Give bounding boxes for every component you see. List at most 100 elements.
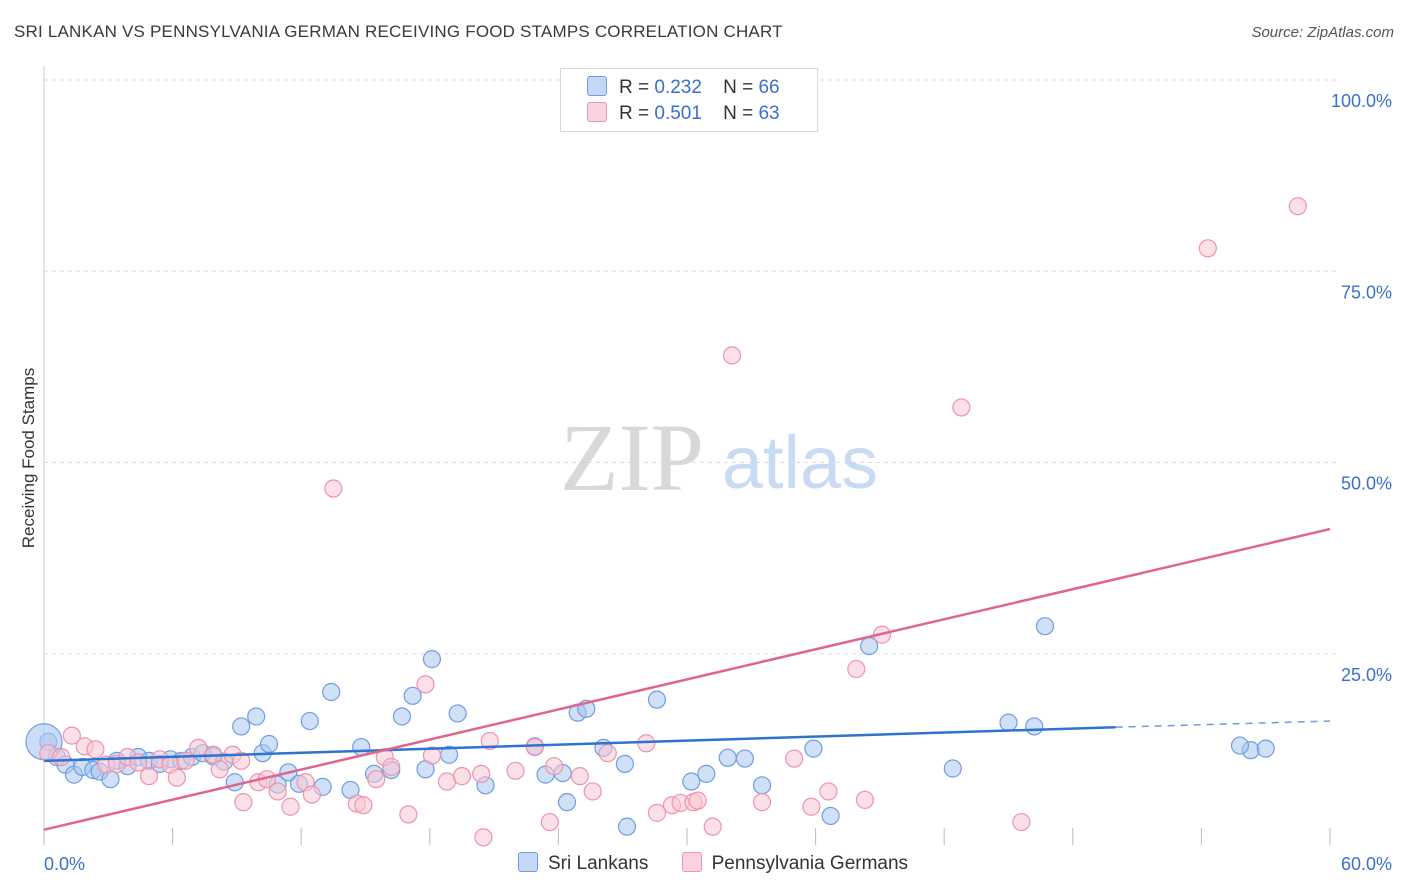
pennsylvania-german-point [474, 828, 493, 847]
legend-n-label: N = [723, 77, 754, 98]
legend-r-value: 0.501 [654, 103, 702, 124]
sri-lankan-point [718, 748, 737, 767]
sri-lankan-point [617, 817, 637, 836]
pennsylvania-german-point [819, 782, 838, 801]
x-tick-label: 0.0% [44, 854, 85, 874]
legend-row-sri-lankans: R = 0.232 N = 66 [587, 76, 780, 100]
pennsylvania-german-point [570, 767, 589, 786]
legend-swatch-blue [587, 76, 607, 96]
bottom-legend-pennsylvania-germans: Pennsylvania Germans [681, 852, 909, 875]
pennsylvania-german-point [752, 793, 772, 812]
bottom-legend: Sri Lankans Pennsylvania Germans [518, 852, 936, 875]
pennsylvania-german-point [598, 744, 617, 763]
legend-swatch-pink [587, 102, 607, 122]
pennsylvania-german-point [268, 782, 287, 801]
pennsylvania-german-point [545, 757, 564, 776]
pennsylvania-german-point [129, 753, 148, 772]
grid-lines [44, 79, 1338, 655]
sri-lankan-point [1230, 736, 1250, 755]
pennsylvania-german-point [62, 726, 81, 745]
pennsylvania-german-point [86, 740, 105, 759]
pennsylvania-german-point [189, 738, 208, 757]
sri-lankan-point [557, 793, 577, 812]
sri-lankan-trend-line [43, 725, 1116, 763]
pennsylvania-german-point [234, 793, 253, 812]
pennsylvania-german-point [452, 767, 472, 786]
pennsylvania-german-point [139, 767, 159, 786]
pennsylvania-german-point [540, 812, 559, 832]
sri-lankan-point [232, 717, 251, 736]
legend-r-value: 0.232 [654, 77, 702, 98]
legend-n-value: 66 [758, 77, 780, 98]
trend-lines [43, 527, 1331, 831]
tick-labels: 25.0% 50.0% 75.0% 100.0% 0.0% 60.0% [44, 91, 1392, 874]
pennsylvania-german-point [647, 803, 667, 822]
pennsylvania-german-point [785, 749, 804, 768]
sri-lankan-point [392, 707, 412, 726]
pennsylvania-german-point [176, 751, 195, 770]
sri-lankan-point [682, 772, 701, 791]
pennsylvania-german-point [281, 797, 300, 816]
sri-lankan-point [247, 707, 266, 726]
pennsylvania-german-point [688, 791, 707, 810]
bottom-legend-label: Pennsylvania Germans [711, 853, 909, 874]
pennsylvania-german-point [722, 346, 742, 365]
watermark-atlas: atlas [722, 421, 878, 504]
pennsylvania-german-point [802, 797, 821, 816]
chart-source: Source: ZipAtlas.com [1251, 24, 1394, 41]
sri-lankan-point [697, 764, 716, 783]
sri-lankan-trend-line-extension [1115, 720, 1331, 728]
sri-lankan-point [804, 739, 823, 758]
pennsylvania-german-point [1198, 239, 1217, 258]
pennsylvania-german-point [583, 782, 602, 801]
legend-n-value: 63 [758, 103, 780, 124]
pennsylvania-german-point [855, 790, 874, 809]
pennsylvania-german-point [480, 731, 499, 751]
legend-row-pennsylvania-germans: R = 0.501 N = 63 [587, 102, 780, 126]
sri-lankan-point [821, 806, 840, 826]
axes [43, 66, 1331, 845]
pennsylvania-german-point [506, 761, 525, 780]
legend-n-label: N = [723, 103, 754, 124]
pennsylvania-german-point [703, 817, 722, 836]
legend-r-label: R = [619, 77, 650, 98]
watermark-zip: ZIP [560, 404, 704, 511]
x-tick-label: 60.0% [1341, 854, 1392, 874]
pennsylvania-german-point [232, 751, 251, 770]
sri-lankan-point [300, 711, 319, 731]
watermark: ZIP atlas [560, 404, 878, 511]
chart-title: SRI LANKAN VS PENNSYLVANIA GERMAN RECEIV… [14, 22, 783, 41]
sri-lankan-point [615, 754, 634, 774]
bottom-legend-label: Sri Lankans [548, 853, 649, 874]
y-tick-label: 50.0% [1341, 474, 1392, 494]
legend-box: R = 0.232 N = 66 R = 0.501 N = 63 [560, 68, 818, 132]
pennsylvania-german-trend-line [43, 527, 1331, 831]
pennsylvania-german-point [847, 659, 866, 679]
pennsylvania-german-point [422, 746, 442, 765]
y-tick-label: 25.0% [1341, 665, 1392, 685]
pennsylvania-german-point [472, 764, 491, 783]
pennsylvania-german-point [525, 737, 544, 757]
pennsylvania-german-point [382, 757, 401, 777]
sri-lankan-point [322, 682, 341, 702]
sri-lankan-point [422, 650, 442, 669]
sri-lankan-point [647, 690, 667, 709]
bottom-legend-swatch-pink [681, 852, 702, 872]
pennsylvania-german-point [167, 768, 186, 787]
sri-lankan-point [1256, 739, 1275, 758]
sri-lankan-point [448, 704, 467, 723]
pennsylvania-german-point [367, 770, 386, 789]
sri-lankan-point [752, 776, 772, 795]
pennsylvania-german-point [416, 675, 435, 694]
sri-lankan-point [259, 734, 279, 754]
pennsylvania-german-point [1012, 812, 1031, 832]
sri-lankan-point [735, 749, 754, 768]
pennsylvania-german-point [210, 760, 229, 779]
pennsylvania-german-point [399, 805, 418, 824]
legend-r-label: R = [619, 103, 650, 124]
sri-lankan-point [225, 773, 244, 792]
data-points [25, 197, 1307, 847]
y-tick-label: 75.0% [1341, 282, 1392, 302]
pennsylvania-german-point [324, 479, 343, 498]
